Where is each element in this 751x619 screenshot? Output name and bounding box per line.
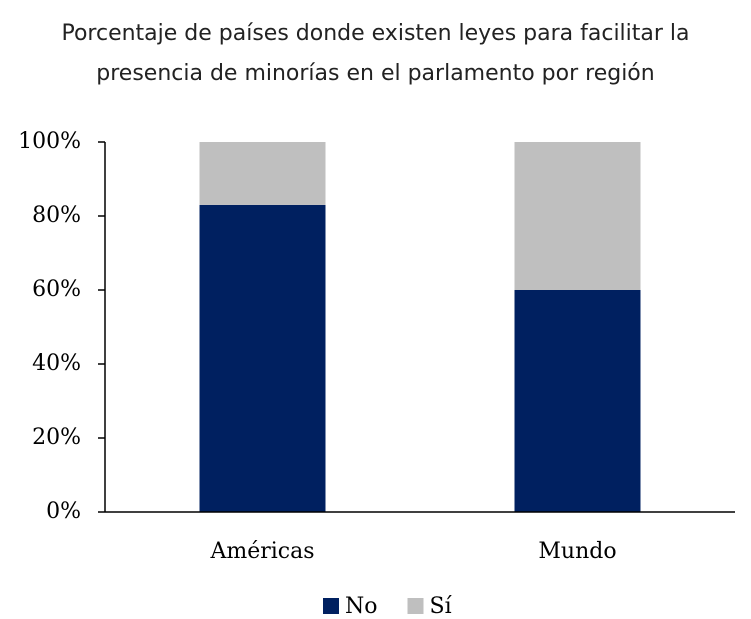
legend-label: Sí (430, 594, 453, 619)
y-tick-label: 80% (32, 203, 81, 228)
bar-segment (514, 290, 641, 512)
bar-segment (514, 142, 641, 290)
legend-label: No (345, 594, 378, 619)
y-tick-label: 100% (18, 129, 81, 154)
legend-swatch (323, 598, 339, 614)
bar-segment (199, 142, 326, 205)
x-tick-label: Mundo (538, 539, 616, 564)
y-tick-label: 0% (46, 499, 81, 524)
y-tick-label: 60% (32, 277, 81, 302)
y-tick-label: 40% (32, 351, 81, 376)
y-tick-label: 20% (32, 425, 81, 450)
chart-title: Porcentaje de países donde existen leyes… (61, 21, 690, 86)
x-tick-label: Américas (209, 539, 314, 564)
legend-swatch (407, 598, 424, 614)
bar-segment (199, 204, 326, 512)
